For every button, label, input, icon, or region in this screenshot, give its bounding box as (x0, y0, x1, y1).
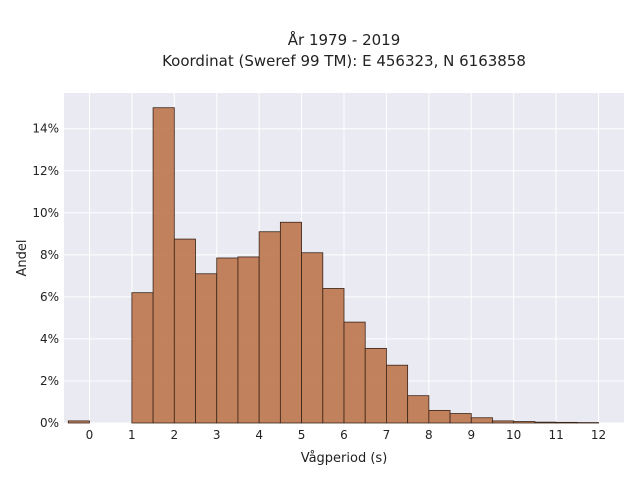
x-tick-label: 0 (86, 428, 94, 442)
histogram-bar (174, 239, 195, 423)
x-tick-label: 11 (548, 428, 563, 442)
y-tick-label: 0% (40, 416, 59, 430)
histogram-bar (492, 421, 513, 423)
histogram-bar (365, 348, 386, 423)
y-axis-ticks: 0% 2% 4% 6% 8% 10% 12% 14% (32, 122, 59, 430)
histogram-bar (302, 253, 323, 423)
histogram-bar (280, 222, 301, 423)
x-tick-label: 10 (506, 428, 521, 442)
histogram-bar (238, 257, 259, 423)
y-tick-label: 4% (40, 332, 59, 346)
y-tick-label: 10% (32, 206, 59, 220)
y-tick-label: 14% (32, 122, 59, 136)
x-tick-label: 8 (425, 428, 433, 442)
histogram-bar (514, 422, 535, 423)
x-tick-label: 5 (298, 428, 306, 442)
histogram-bar (450, 414, 471, 423)
histogram-bar (153, 108, 174, 423)
histogram-bar (344, 322, 365, 423)
x-tick-label: 2 (170, 428, 178, 442)
chart-title-line-2: Koordinat (Sweref 99 TM): E 456323, N 61… (162, 52, 526, 70)
y-axis-label: Andel (15, 240, 30, 277)
histogram-bar (408, 396, 429, 423)
histogram-bar (386, 365, 407, 423)
y-tick-label: 8% (40, 248, 59, 262)
y-tick-label: 6% (40, 290, 59, 304)
y-tick-label: 12% (32, 164, 59, 178)
histogram-bar (217, 258, 238, 423)
x-tick-label: 6 (340, 428, 348, 442)
histogram-bar (556, 422, 577, 423)
x-tick-label: 4 (255, 428, 263, 442)
chart-title-line-1: År 1979 - 2019 (288, 30, 401, 49)
histogram-bar (68, 421, 89, 423)
x-tick-label: 1 (128, 428, 136, 442)
x-tick-label: 12 (591, 428, 606, 442)
x-axis-label: Vågperiod (s) (301, 451, 388, 466)
histogram-bar (429, 410, 450, 423)
histogram-bar (259, 232, 280, 423)
histogram-bar (196, 274, 217, 423)
histogram-bar (471, 418, 492, 423)
x-tick-label: 3 (213, 428, 221, 442)
x-tick-label: 9 (467, 428, 475, 442)
y-tick-label: 2% (40, 374, 59, 388)
histogram-bar (323, 288, 344, 423)
histogram-bar (132, 293, 153, 423)
histogram-bar (535, 422, 556, 423)
x-tick-label: 7 (383, 428, 391, 442)
